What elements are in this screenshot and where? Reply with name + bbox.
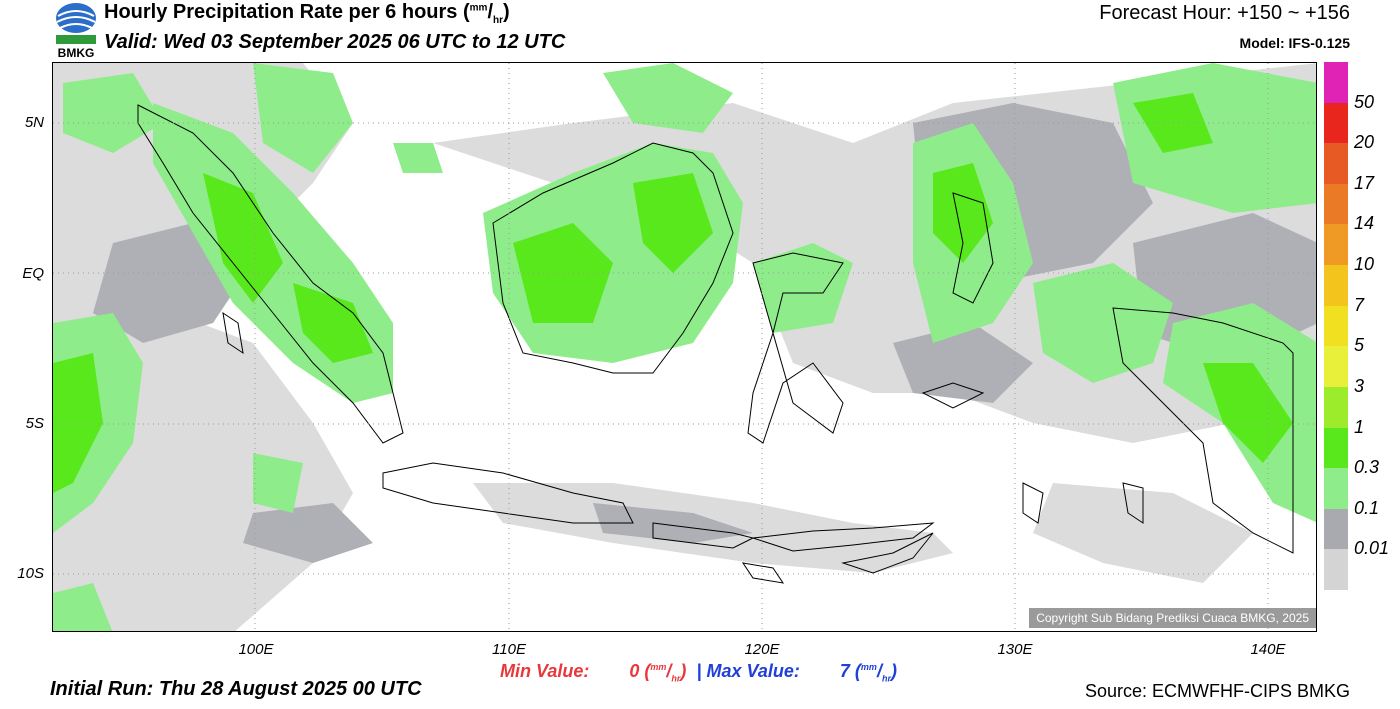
precipitation-map [52, 62, 1317, 632]
colorbar-segment [1324, 224, 1348, 266]
lon-label-140e: 140E [1250, 641, 1286, 658]
max-label: Max Value: [706, 661, 800, 681]
colorbar-label: 7 [1354, 294, 1365, 315]
lon-label-120e: 120E [744, 641, 780, 658]
precip-green [53, 93, 1293, 493]
colorbar-segment [1324, 427, 1348, 469]
colorbar-label: 0.01 [1354, 538, 1390, 559]
colorbar-label: 0.3 [1354, 457, 1380, 478]
lat-label-eq: EQ [22, 265, 44, 282]
data-source: Source: ECMWFHF-CIPS BMKG [1084, 681, 1350, 701]
colorbar [1324, 62, 1348, 591]
forecast-hour: Forecast Hour: +150 ~ +156 [1099, 2, 1350, 24]
colorbar-label: 14 [1354, 213, 1375, 234]
min-unit-sup: mm [650, 662, 667, 672]
min-unit-sub: hr [671, 673, 681, 684]
max-unit-sup: mm [860, 662, 877, 672]
min-label: Min Value: [500, 661, 590, 681]
map-canvas [53, 63, 1316, 631]
colorbar-label: 5 [1354, 335, 1365, 356]
colorbar-segment [1324, 549, 1348, 591]
colorbar-segment [1324, 62, 1348, 104]
logo-text: BMKG [57, 46, 95, 60]
colorbar-label: 17 [1354, 172, 1375, 193]
colorbar-segment [1324, 183, 1348, 225]
colorbar-label: 20 [1354, 132, 1375, 153]
bmkg-logo: BMKG [52, 2, 100, 60]
copyright-notice: Copyright Sub Bidang Prediksi Cuaca BMKG… [1029, 608, 1316, 628]
stats-separator: | [696, 661, 702, 681]
colorbar-segment [1324, 102, 1348, 144]
colorbar-segment [1324, 265, 1348, 307]
coastlines [137, 104, 1294, 584]
lon-label-130e: 130E [997, 641, 1033, 658]
colorbar-label: 50 [1354, 91, 1375, 112]
initial-run: Initial Run: Thu 28 August 2025 00 UTC [50, 678, 422, 700]
title-unit-sub: hr [493, 15, 503, 26]
colorbar-segment [1324, 143, 1348, 185]
lon-label-100e: 100E [238, 641, 274, 658]
colorbar-label: 1 [1354, 416, 1365, 437]
colorbar-segment [1324, 468, 1348, 510]
min-max-values: Min Value: 0 (mm/hr) | Max Value: 7 (mm/… [500, 661, 897, 684]
min-value: 0 [629, 661, 640, 681]
grid-lines [53, 63, 1316, 631]
valid-time: Valid: Wed 03 September 2025 06 UTC to 1… [104, 31, 566, 53]
colorbar-segment [1324, 305, 1348, 347]
max-value: 7 [839, 661, 850, 681]
colorbar-segment [1324, 386, 1348, 429]
map-title: Hourly Precipitation Rate per 6 hours (m… [104, 1, 510, 26]
model-name: Model: IFS-0.125 [1239, 35, 1350, 51]
lon-label-110e: 110E [492, 641, 526, 658]
colorbar-segment [1324, 508, 1348, 550]
colorbar-label: 3 [1354, 375, 1365, 396]
colorbar-segment [1324, 346, 1348, 388]
lat-label-5s: 5S [25, 415, 44, 432]
lat-label-5n: 5N [24, 114, 44, 131]
max-unit-sub: hr [881, 673, 891, 684]
title-main: Hourly Precipitation Rate per 6 hours [104, 1, 458, 23]
lat-label-10s: 10S [17, 565, 44, 582]
colorbar-label: 0.1 [1354, 497, 1380, 518]
colorbar-label: 10 [1354, 254, 1375, 275]
title-unit-sup: mm [469, 2, 488, 14]
